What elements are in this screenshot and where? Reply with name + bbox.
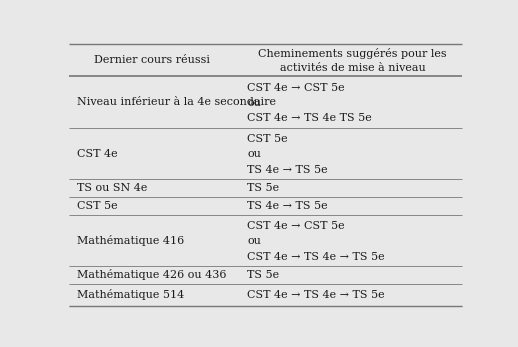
Text: CST 4e: CST 4e (77, 149, 118, 159)
Text: Mathématique 514: Mathématique 514 (77, 289, 184, 301)
Text: CST 4e → TS 4e → TS 5e: CST 4e → TS 4e → TS 5e (248, 252, 385, 262)
Text: Niveau inférieur à la 4e secondaire: Niveau inférieur à la 4e secondaire (77, 97, 276, 107)
Text: TS 5e: TS 5e (248, 270, 280, 280)
Text: Mathématique 416: Mathématique 416 (77, 235, 184, 246)
Text: ou: ou (248, 236, 261, 246)
Text: CST 4e → TS 4e TS 5e: CST 4e → TS 4e TS 5e (248, 113, 372, 124)
Text: CST 5e: CST 5e (77, 201, 118, 211)
Text: CST 4e → CST 5e: CST 4e → CST 5e (248, 83, 345, 93)
Text: ou: ou (248, 150, 261, 159)
Text: Dernier cours réussi: Dernier cours réussi (94, 56, 210, 65)
Text: TS 4e → TS 5e: TS 4e → TS 5e (248, 165, 328, 175)
Text: Mathématique 426 ou 436: Mathématique 426 ou 436 (77, 269, 226, 280)
Text: ou: ou (248, 98, 261, 108)
Text: TS 5e: TS 5e (248, 183, 280, 193)
Text: CST 4e → TS 4e → TS 5e: CST 4e → TS 4e → TS 5e (248, 290, 385, 300)
Text: CST 5e: CST 5e (248, 134, 288, 144)
Text: CST 4e → CST 5e: CST 4e → CST 5e (248, 221, 345, 231)
Text: Cheminements suggérés pour les
activités de mise à niveau: Cheminements suggérés pour les activités… (258, 48, 447, 73)
Text: TS 4e → TS 5e: TS 4e → TS 5e (248, 201, 328, 211)
Text: TS ou SN 4e: TS ou SN 4e (77, 183, 147, 193)
